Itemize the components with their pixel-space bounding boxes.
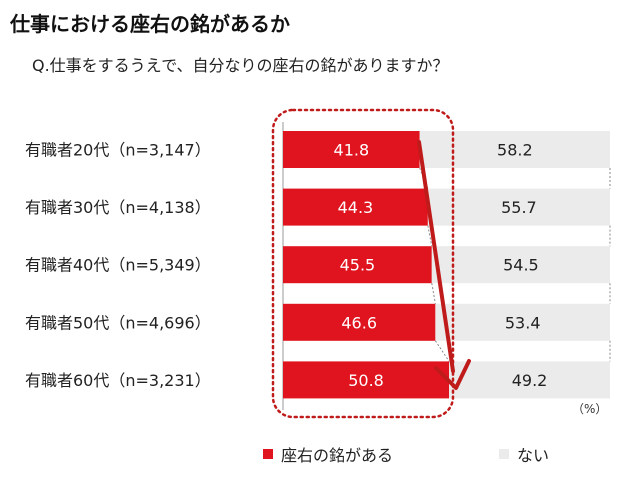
survey-question: Q.仕事をするうえで、自分なりの座右の銘がありますか？	[32, 56, 449, 75]
data-label-no: 49.2	[512, 371, 548, 390]
category-label: 有職者20代（n=3,147）	[25, 141, 211, 160]
data-label-yes: 45.5	[340, 256, 376, 275]
data-label-no: 58.2	[497, 141, 533, 160]
data-label-yes: 44.3	[338, 198, 374, 217]
legend-swatch-no	[499, 449, 509, 459]
connector-yes	[431, 283, 436, 304]
data-label-no: 54.5	[503, 256, 539, 275]
data-label-no: 53.4	[505, 313, 541, 332]
unit-label: （%）	[572, 402, 608, 416]
category-label: 有職者60代（n=3,231）	[25, 371, 211, 390]
data-label-yes: 50.8	[348, 371, 384, 390]
bar-no	[431, 246, 610, 284]
trend-arrow-head	[434, 359, 471, 390]
bar-yes	[283, 131, 420, 168]
legend-item-yes: 座右の銘がある	[263, 442, 393, 466]
data-label-yes: 41.8	[334, 141, 370, 160]
bar-no	[427, 188, 610, 226]
trend-arrow-shaft	[417, 140, 455, 373]
data-label-yes: 46.6	[341, 313, 377, 332]
chart-title: 仕事における座右の銘があるか	[10, 12, 290, 36]
legend-label-yes: 座右の銘がある	[281, 446, 394, 465]
legend-label-no: ない	[517, 446, 550, 465]
bar-yes	[283, 246, 432, 284]
legend-swatch-yes	[263, 449, 273, 459]
category-label: 有職者30代（n=4,138）	[25, 198, 211, 217]
bar-yes	[283, 303, 436, 341]
connector-yes	[427, 225, 433, 247]
legend-item-no: ない	[499, 442, 549, 466]
data-label-no: 55.7	[501, 198, 537, 217]
bar-no	[419, 131, 610, 168]
highlight-frame	[271, 108, 455, 419]
bar-yes	[283, 361, 450, 399]
connector-yes	[434, 340, 450, 362]
bar-no	[449, 361, 610, 399]
category-label: 有職者50代（n=4,696）	[25, 313, 211, 332]
category-label: 有職者40代（n=5,349）	[25, 256, 211, 275]
bar-no	[435, 303, 610, 341]
bar-yes	[283, 188, 428, 226]
